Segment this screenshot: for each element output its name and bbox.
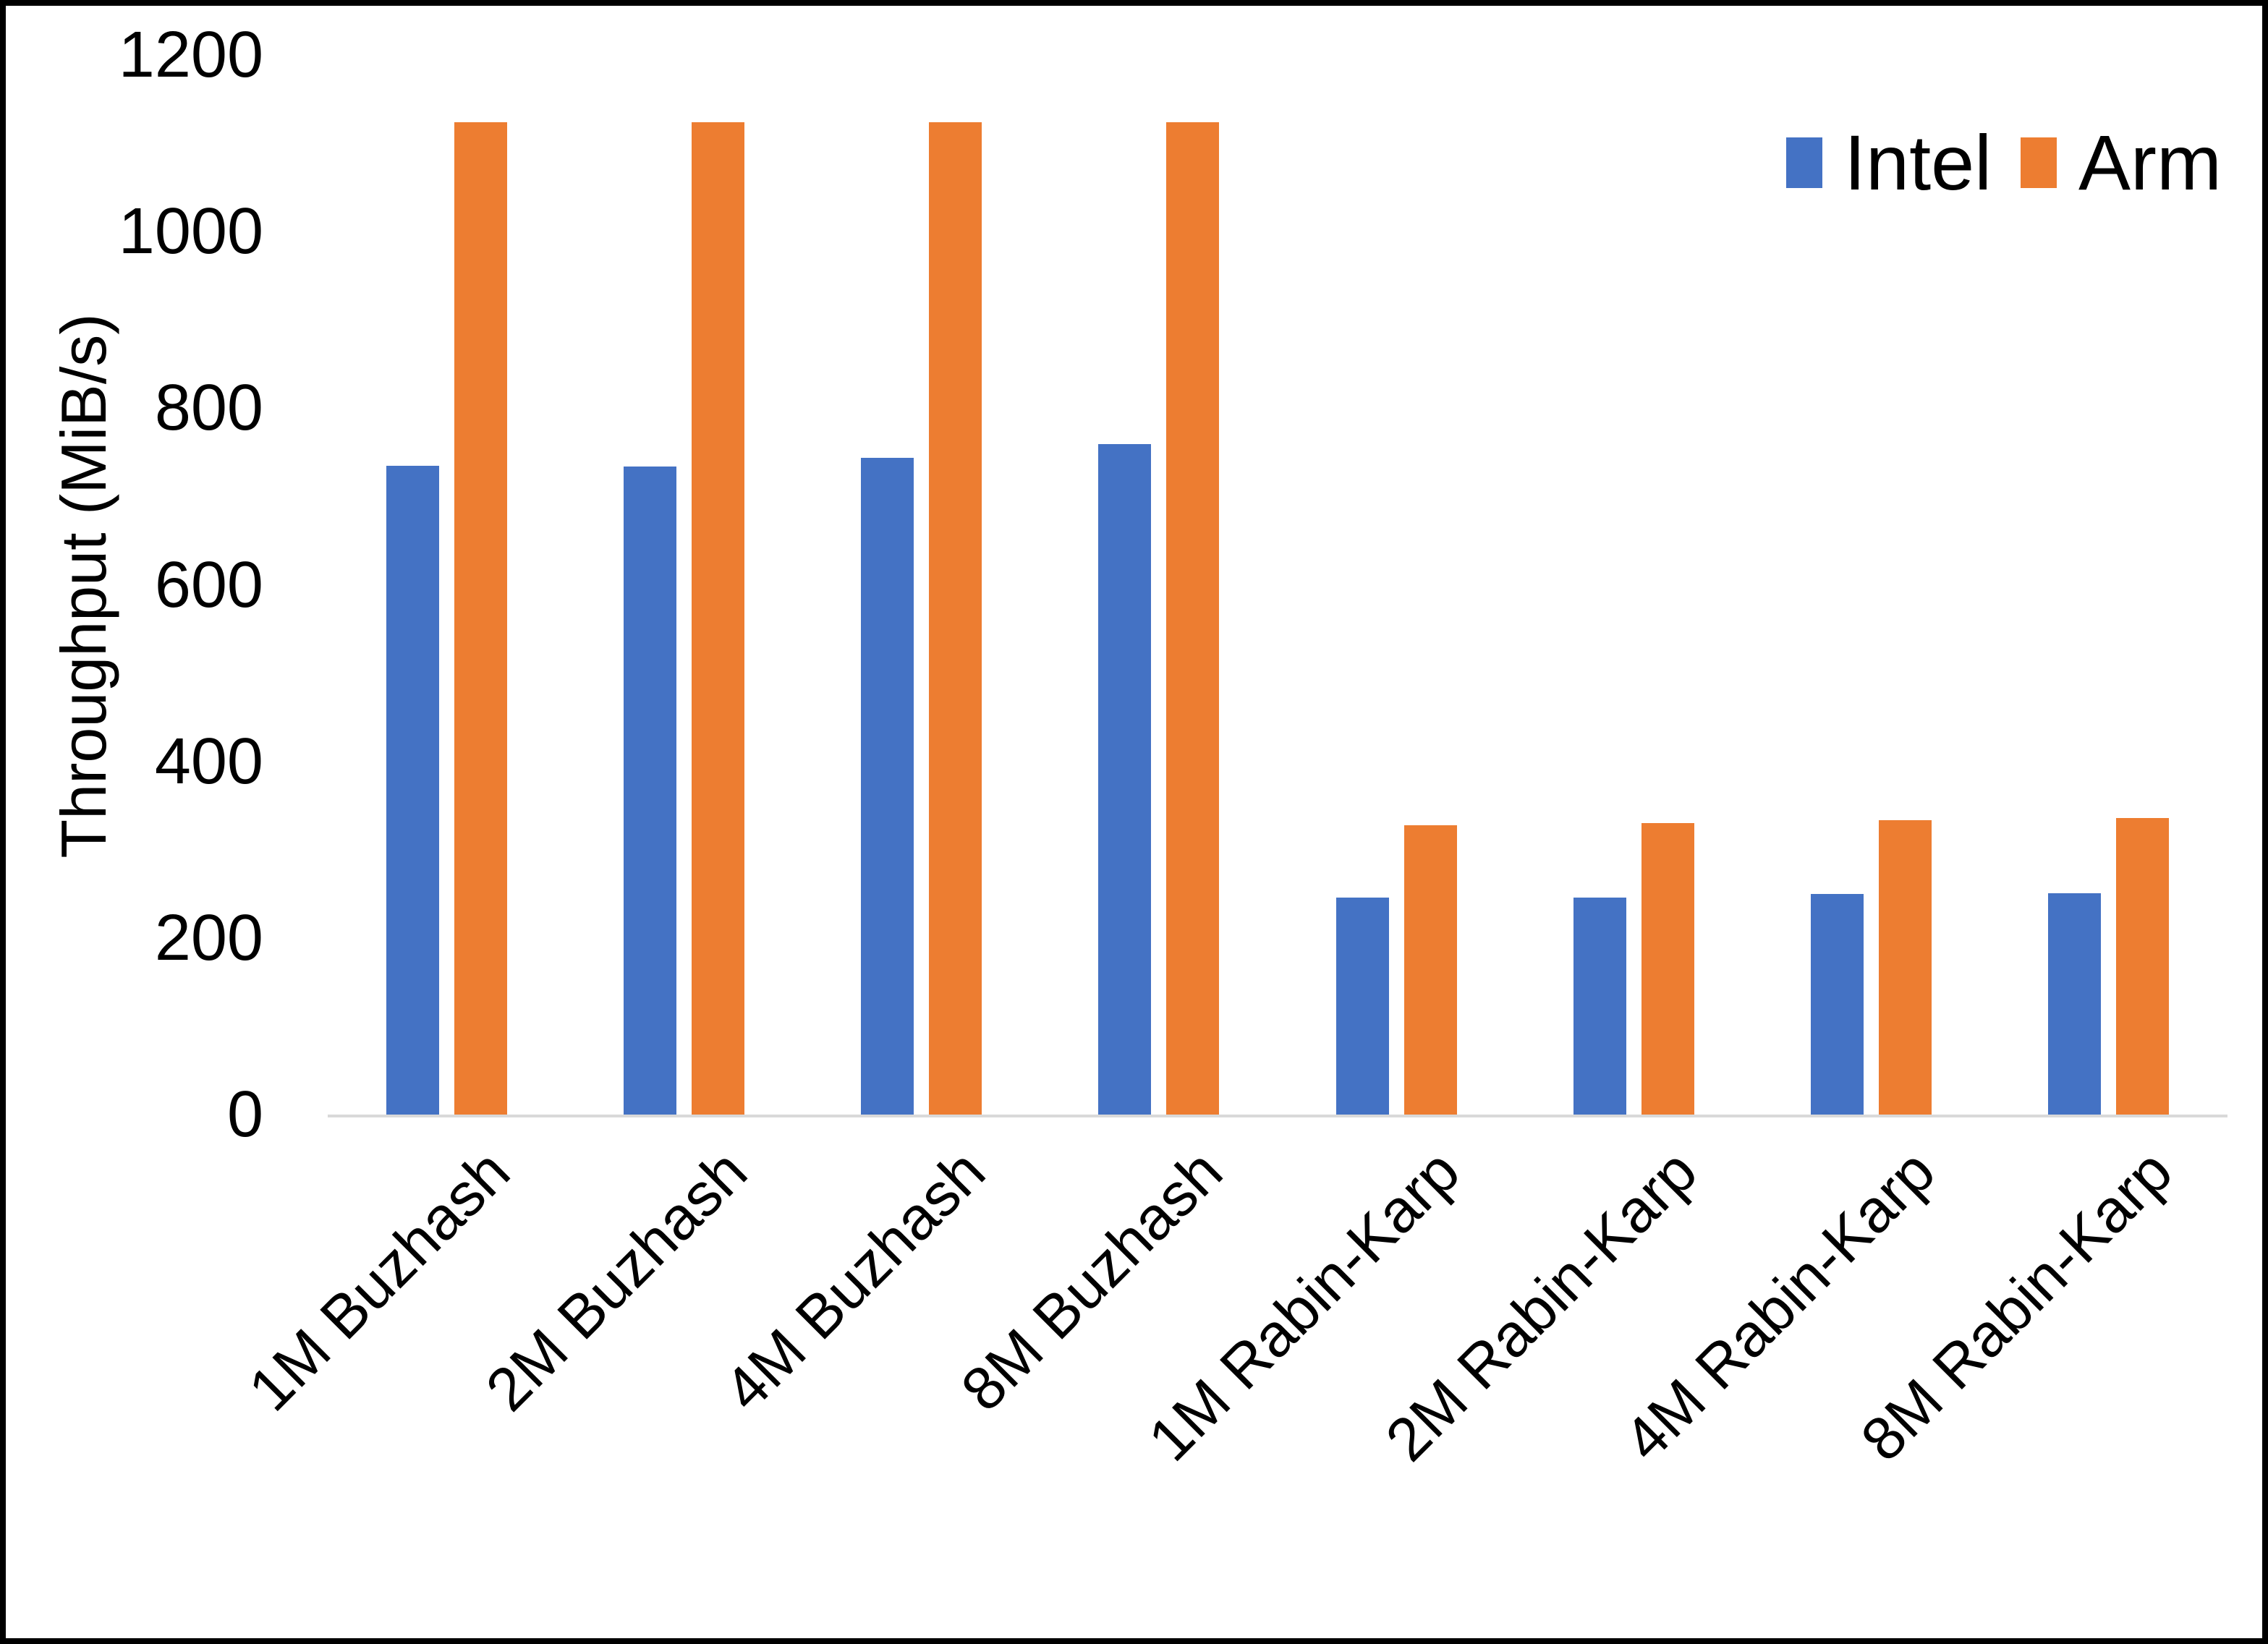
bar-group-4m-buzhash bbox=[803, 55, 1040, 1115]
y-tick-label-600: 600 bbox=[154, 548, 263, 621]
y-tick-label-400: 400 bbox=[154, 725, 263, 798]
bar-intel-4m-buzhash bbox=[861, 457, 914, 1115]
bar-intel-2m-buzhash bbox=[623, 466, 676, 1115]
bar-intel-1m-rabin-karp bbox=[1335, 897, 1389, 1115]
bar-intel-1m-buzhash bbox=[386, 465, 439, 1115]
bar-group-1m-rabin-karp bbox=[1278, 55, 1515, 1115]
bar-arm-1m-buzhash bbox=[454, 122, 507, 1115]
y-tick-label-800: 800 bbox=[154, 372, 263, 445]
bar-arm-4m-rabin-karp bbox=[1879, 820, 1932, 1115]
legend-item-intel: Intel bbox=[1786, 116, 1992, 210]
bar-group-4m-rabin-karp bbox=[1753, 55, 1990, 1115]
y-tick-label-1200: 1200 bbox=[118, 19, 263, 91]
bar-arm-2m-buzhash bbox=[691, 122, 744, 1115]
plot-area bbox=[328, 55, 2227, 1117]
legend-label-intel: Intel bbox=[1844, 119, 1992, 206]
bar-arm-8m-rabin-karp bbox=[2116, 817, 2170, 1115]
bar-intel-4m-rabin-karp bbox=[1811, 893, 1864, 1115]
y-tick-label-1000: 1000 bbox=[118, 195, 263, 268]
bar-arm-1m-rabin-karp bbox=[1403, 825, 1457, 1115]
bar-group-2m-buzhash bbox=[565, 55, 802, 1115]
bar-group-2m-rabin-karp bbox=[1515, 55, 1752, 1115]
y-tick-label-0: 0 bbox=[226, 1078, 263, 1151]
bar-arm-2m-rabin-karp bbox=[1641, 823, 1694, 1115]
bar-intel-8m-buzhash bbox=[1098, 444, 1152, 1115]
legend-label-arm: Arm bbox=[2078, 119, 2222, 206]
arm-series-swatch-icon bbox=[2021, 137, 2057, 188]
bar-group-8m-rabin-karp bbox=[1990, 55, 2227, 1115]
bar-intel-2m-rabin-karp bbox=[1573, 897, 1626, 1115]
bar-intel-8m-rabin-karp bbox=[2048, 893, 2102, 1115]
bar-arm-4m-buzhash bbox=[929, 122, 982, 1115]
intel-series-swatch-icon bbox=[1786, 137, 1822, 188]
bar-arm-8m-buzhash bbox=[1166, 122, 1220, 1115]
legend-item-arm: Arm bbox=[2021, 116, 2222, 210]
y-tick-label-200: 200 bbox=[154, 901, 263, 974]
bar-group-1m-buzhash bbox=[328, 55, 565, 1115]
bar-group-8m-buzhash bbox=[1040, 55, 1278, 1115]
